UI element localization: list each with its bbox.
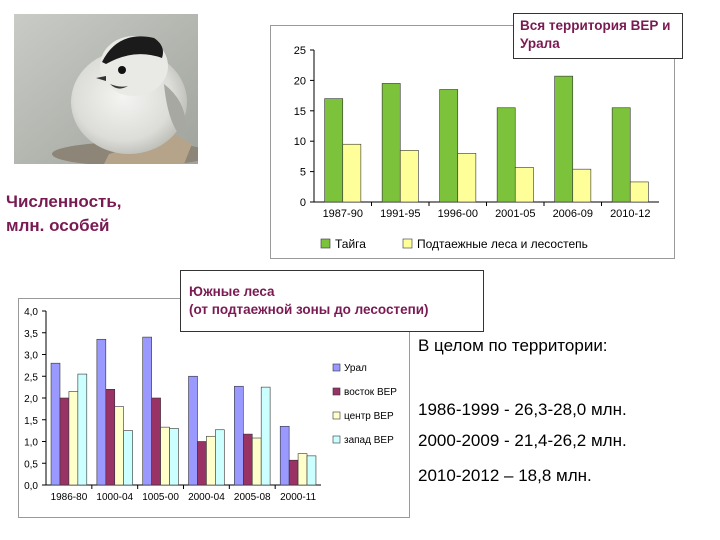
x-tick-label: 2000-04 [188, 492, 225, 503]
bar [206, 435, 216, 486]
legend-label: центр ВЕР [344, 411, 394, 422]
bar [59, 397, 70, 486]
x-tick-label: 1005-00 [142, 492, 179, 503]
chart1-callout-line-1: Вся территория ВЕР и [520, 18, 671, 33]
bar [77, 373, 88, 486]
chart-southern-forests-plot: 0,0 0,5 1,0 1,5 2,0 2,5 3,0 3,5 4,0 1986-80 1000-0… [24, 307, 397, 503]
y-tick-label: 0,0 [24, 481, 38, 492]
summary-title: В целом по территории: [418, 336, 608, 355]
summary-line-3: 2010-2012 – 18,8 млн. [418, 466, 592, 485]
chart2-callout-line-2: (от подтаежной зоны до лесостепи) [189, 302, 429, 317]
x-tick-label: 1996-00 [438, 208, 478, 220]
chart-total-territory-plot: 0 5 10 15 20 25 1987-90 1991-95 1996-00 2001-05 20… [294, 45, 659, 251]
x-tick-label: 1987-90 [323, 208, 363, 220]
summary-line-1: 1986-1999 - 26,3-28,0 млн. [418, 400, 627, 419]
bar [142, 336, 152, 486]
heading-line-1: Численность, [6, 192, 122, 211]
bar [215, 429, 225, 486]
bar [234, 385, 244, 486]
legend-swatch [332, 435, 341, 444]
chart2-callout: Южные леса (от подтаежной зоны до лесост… [180, 270, 484, 332]
x-tick-label: 1986-80 [51, 492, 88, 503]
bar [514, 167, 534, 203]
x-tick-label: 2005-08 [234, 492, 271, 503]
bar [496, 107, 516, 203]
bar [243, 433, 253, 486]
y-tick-label: 10 [294, 136, 306, 148]
bar [188, 375, 198, 486]
bar [629, 181, 649, 203]
y-tick-label: 1,0 [24, 438, 38, 449]
legend-swatch [320, 238, 331, 249]
y-tick-label: 2,5 [24, 372, 38, 383]
y-tick-label: 4,0 [24, 307, 38, 318]
legend-swatch [332, 363, 341, 372]
bar [399, 150, 419, 203]
summary-line-2: 2000-2009 - 21,4-26,2 млн. [418, 431, 627, 450]
x-tick-label: 2000-11 [280, 492, 316, 503]
bird-photo [14, 14, 198, 164]
chart1-callout: Вся территория ВЕР и Урала [513, 13, 683, 59]
chart-heading: Численность, млн. особей [6, 190, 122, 238]
bar [114, 406, 124, 486]
bar [251, 437, 262, 486]
x-tick-label: 1000-04 [96, 492, 133, 503]
legend-label: запад ВЕР [344, 435, 394, 446]
bar [457, 153, 477, 203]
bar [197, 441, 207, 486]
x-tick-label: 2006-09 [553, 208, 593, 220]
bar [611, 107, 631, 203]
chart2-callout-line-1: Южные леса [189, 284, 275, 299]
legend-label: Урал [344, 363, 367, 374]
bar [554, 75, 574, 203]
y-tick-label: 3,0 [24, 351, 38, 362]
bar [169, 428, 179, 486]
x-tick-label: 2010-12 [610, 208, 650, 220]
y-tick-label: 1,5 [24, 416, 38, 427]
legend-label: Подтаежные леса и лесостепь [417, 237, 588, 251]
y-tick-label: 2,0 [24, 394, 38, 405]
bar [123, 430, 133, 486]
legend-label: Тайга [335, 237, 366, 251]
bar [68, 391, 79, 486]
bar [288, 459, 299, 486]
y-tick-label: 0,5 [24, 459, 38, 470]
y-tick-label: 25 [294, 45, 306, 57]
bar [297, 453, 308, 486]
y-tick-label: 5 [300, 167, 306, 179]
bar [96, 338, 107, 486]
legend-swatch [402, 238, 413, 249]
y-tick-label: 20 [294, 75, 306, 87]
legend-label: восток ВЕР [344, 387, 397, 398]
bar [105, 389, 116, 486]
bar [324, 98, 344, 203]
x-tick-label: 2001-05 [495, 208, 535, 220]
legend-swatch [332, 387, 341, 396]
heading-line-2: млн. особей [6, 216, 110, 235]
bar [342, 143, 362, 203]
bar [306, 455, 317, 486]
legend-swatch [332, 411, 341, 420]
chart1-callout-line-2: Урала [520, 36, 560, 51]
y-tick-label: 15 [294, 106, 306, 118]
bar [160, 426, 170, 486]
bar [572, 168, 592, 203]
bar [439, 89, 459, 203]
chart-southern-forests: 0,0 0,5 1,0 1,5 2,0 2,5 3,0 3,5 4,0 1986-80 1000-0… [18, 298, 410, 518]
x-tick-label: 1991-95 [380, 208, 420, 220]
chart-total-territory: 0 5 10 15 20 25 1987-90 1991-95 1996-00 2001-05 20… [270, 25, 675, 259]
bar [260, 386, 271, 486]
y-tick-label: 3,5 [24, 329, 38, 340]
bar [279, 425, 290, 486]
y-tick-label: 0 [300, 197, 306, 209]
bar [381, 83, 401, 203]
bar [50, 362, 61, 486]
bar [151, 397, 161, 486]
